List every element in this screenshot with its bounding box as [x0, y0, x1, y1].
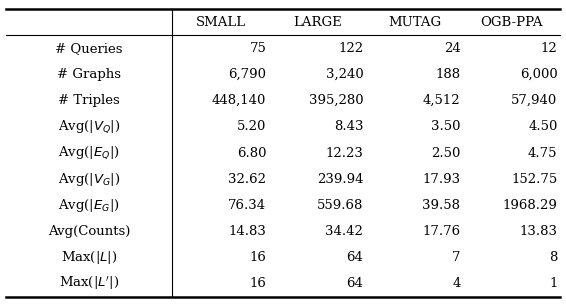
Text: 448,140: 448,140 [212, 94, 266, 107]
Text: 16: 16 [250, 277, 266, 290]
Text: 3.50: 3.50 [431, 120, 460, 133]
Text: 559.68: 559.68 [317, 199, 363, 212]
Text: 8: 8 [549, 251, 558, 264]
Text: 6.80: 6.80 [237, 147, 266, 159]
Text: # Graphs: # Graphs [57, 68, 121, 81]
Text: 6,790: 6,790 [228, 68, 266, 81]
Text: 16: 16 [250, 251, 266, 264]
Text: Max(|$L$|): Max(|$L$|) [61, 249, 117, 266]
Text: MUTAG: MUTAG [388, 16, 441, 29]
Text: 152.75: 152.75 [511, 173, 558, 186]
Text: 5.20: 5.20 [237, 120, 266, 133]
Text: 122: 122 [338, 42, 363, 55]
Text: 188: 188 [435, 68, 460, 81]
Text: 12: 12 [541, 42, 558, 55]
Text: Avg(Counts): Avg(Counts) [48, 225, 130, 238]
Text: 12.23: 12.23 [325, 147, 363, 159]
Text: 4,512: 4,512 [423, 94, 460, 107]
Text: # Queries: # Queries [55, 42, 123, 55]
Text: 8.43: 8.43 [334, 120, 363, 133]
Text: 76.34: 76.34 [228, 199, 266, 212]
Text: 6,000: 6,000 [520, 68, 558, 81]
Text: LARGE: LARGE [293, 16, 342, 29]
Text: Avg(|$V_Q$|): Avg(|$V_Q$|) [58, 118, 120, 135]
Text: 57,940: 57,940 [511, 94, 558, 107]
Text: 3,240: 3,240 [325, 68, 363, 81]
Text: Avg(|$E_G$|): Avg(|$E_G$|) [58, 197, 120, 214]
Text: Max(|$L'$|): Max(|$L'$|) [59, 275, 119, 293]
Text: 395,280: 395,280 [308, 94, 363, 107]
Text: 32.62: 32.62 [228, 173, 266, 186]
Text: 2.50: 2.50 [431, 147, 460, 159]
Text: 13.83: 13.83 [520, 225, 558, 238]
Text: OGB-PPA: OGB-PPA [481, 16, 543, 29]
Text: 4.75: 4.75 [528, 147, 558, 159]
Text: 7: 7 [452, 251, 460, 264]
Text: 239.94: 239.94 [317, 173, 363, 186]
Text: 17.93: 17.93 [422, 173, 460, 186]
Text: 24: 24 [444, 42, 460, 55]
Text: 39.58: 39.58 [422, 199, 460, 212]
Text: Avg(|$V_G$|): Avg(|$V_G$|) [58, 171, 120, 188]
Text: 17.76: 17.76 [422, 225, 460, 238]
Text: 1: 1 [549, 277, 558, 290]
Text: Avg(|$E_Q$|): Avg(|$E_Q$|) [58, 145, 120, 161]
Text: 64: 64 [346, 251, 363, 264]
Text: 4.50: 4.50 [528, 120, 558, 133]
Text: 75: 75 [250, 42, 266, 55]
Text: 1968.29: 1968.29 [503, 199, 558, 212]
Text: 64: 64 [346, 277, 363, 290]
Text: # Triples: # Triples [58, 94, 120, 107]
Text: 4: 4 [452, 277, 460, 290]
Text: 34.42: 34.42 [325, 225, 363, 238]
Text: 14.83: 14.83 [229, 225, 266, 238]
Text: SMALL: SMALL [195, 16, 246, 29]
